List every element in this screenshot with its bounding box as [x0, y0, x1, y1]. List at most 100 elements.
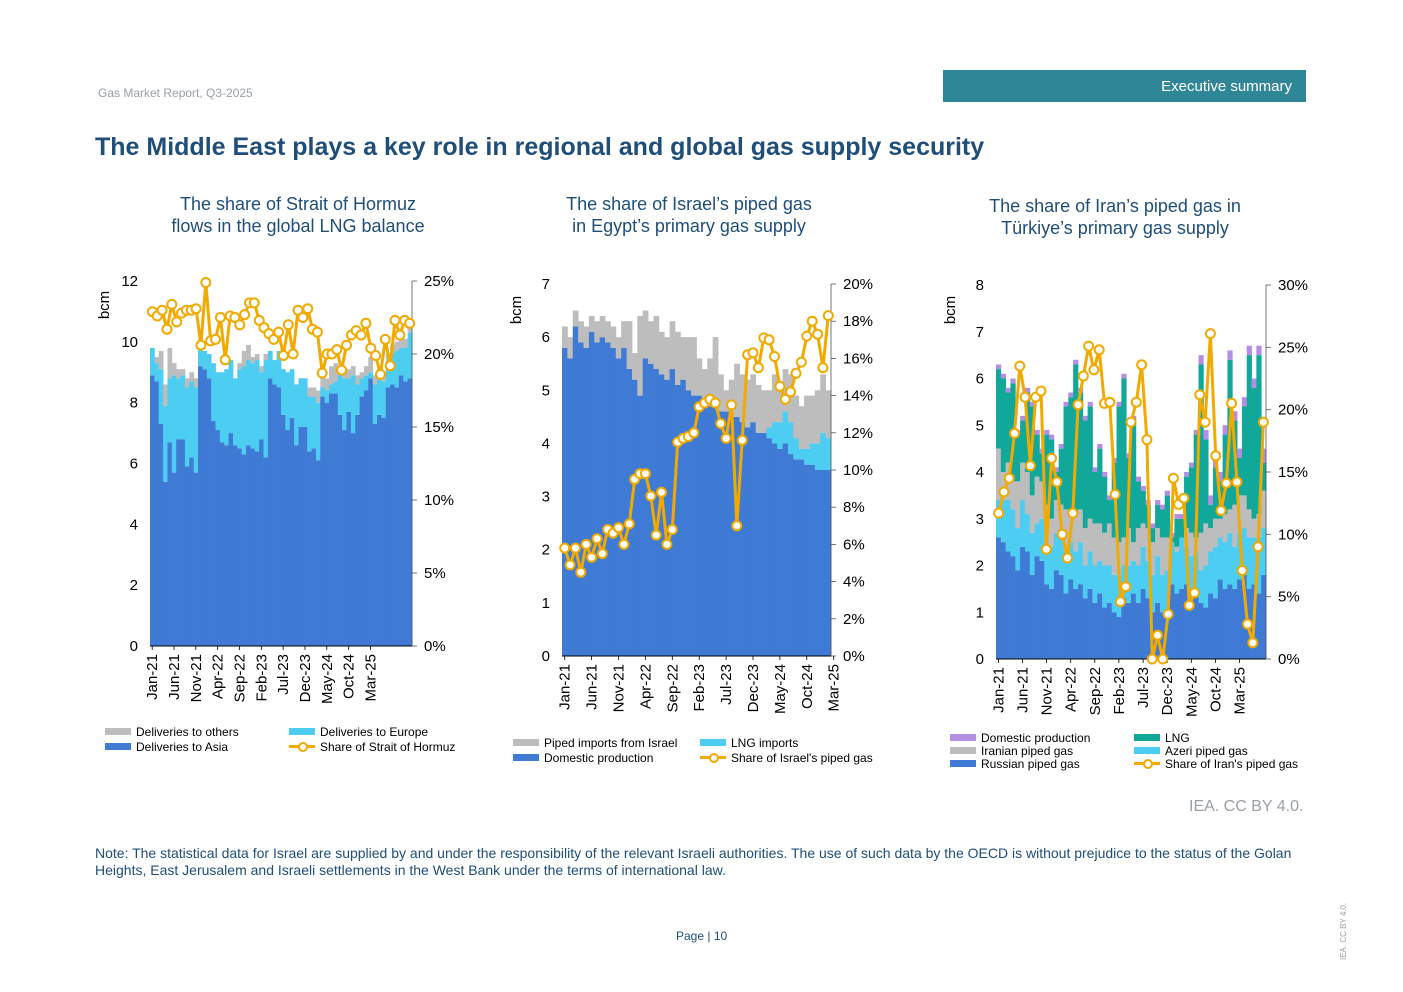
bar-segment [1111, 537, 1117, 575]
bar-segment [631, 353, 638, 380]
bar-segment [1015, 570, 1021, 659]
share-point [645, 490, 657, 502]
bar-segment [777, 390, 783, 423]
bar-segment [342, 430, 347, 646]
legend-line-swatch [289, 742, 315, 753]
section-banner: Executive summary [943, 70, 1306, 102]
bar-segment [359, 372, 365, 379]
share-point [1067, 507, 1079, 519]
bar-segment [333, 381, 339, 394]
share-point [1009, 427, 1020, 439]
bar-segment [355, 384, 360, 415]
x-tick-label: Apr-22 [210, 654, 227, 699]
bar-segment [1102, 565, 1108, 608]
bar-segment [1217, 537, 1224, 580]
bar-segment [669, 321, 676, 370]
bar-segment [648, 321, 654, 364]
bar-segment [1246, 345, 1252, 356]
bar-segment [1121, 373, 1127, 379]
x-tick-label: Apr-22 [1063, 667, 1080, 712]
share-point [618, 538, 630, 550]
chart2-title-line1: The share of Israel’s piped gas [566, 194, 812, 214]
y2-tick-label: 20% [1278, 402, 1308, 419]
bar-segment [202, 369, 208, 646]
bar-segment [158, 423, 164, 646]
bar-segment [594, 321, 601, 343]
bar-segment [750, 422, 757, 656]
share-point [360, 317, 372, 329]
legend-item: Domestic production [950, 732, 1090, 745]
bar-segment [1077, 392, 1084, 510]
bar-segment [381, 381, 387, 418]
y-tick-label: 12 [121, 273, 138, 290]
share-point [806, 315, 818, 327]
y-axis-title: bcm [96, 291, 113, 319]
bar-segment [167, 347, 173, 379]
share-point [1056, 528, 1068, 540]
share-point [715, 418, 727, 429]
share-point [1125, 416, 1137, 428]
bar-segment [610, 347, 617, 656]
y-tick-label: 2 [976, 558, 984, 575]
y-tick-label: 6 [542, 329, 550, 346]
x-tick-label: Oct-24 [341, 654, 358, 699]
bar-segment [755, 384, 762, 433]
share-point [219, 354, 231, 366]
bar-segment [1102, 472, 1108, 477]
bar-segment [696, 395, 703, 656]
bar-segment [804, 464, 810, 656]
bar-segment [1208, 504, 1214, 529]
bar-segment [377, 414, 382, 646]
legend-swatch [950, 747, 976, 755]
share-point [394, 329, 406, 341]
bar-segment [368, 357, 374, 373]
legend-label: Deliveries to Asia [136, 740, 229, 754]
bar-segment [1010, 556, 1016, 659]
bar-segment [588, 315, 595, 332]
bar-segment [562, 326, 568, 348]
bar-segment [1145, 598, 1151, 659]
bar-segment [1116, 616, 1122, 659]
bar-segment [621, 347, 627, 656]
bar-segment [311, 387, 317, 397]
bar-segment [1020, 462, 1026, 501]
y-tick-label: 6 [976, 371, 984, 388]
share-point [341, 339, 352, 351]
bar-segment [1256, 593, 1262, 659]
x-tick-label: Sep-22 [1087, 667, 1104, 715]
bar-segment [1116, 406, 1122, 543]
bar-segment [996, 448, 1002, 501]
bar-segment [1179, 518, 1185, 538]
y-tick-label: 8 [130, 395, 138, 412]
bar-segment [1097, 523, 1103, 561]
bar-segment [1000, 500, 1007, 543]
legend-swatch [513, 739, 539, 747]
bar-segment [1251, 537, 1257, 585]
bar-segment [1241, 574, 1248, 659]
bar-segment [1044, 584, 1050, 659]
bar-segment [1193, 588, 1199, 660]
credit-text: IEA. CC BY 4.0. [1189, 798, 1304, 815]
x-tick-label: Nov-21 [611, 664, 628, 712]
bar-segment [324, 378, 330, 391]
bar-segment [189, 372, 195, 382]
bar-segment [1184, 584, 1190, 659]
bar-segment [1155, 504, 1161, 529]
bar-segment [766, 390, 773, 428]
y-tick-label: 4 [976, 464, 984, 481]
x-tick-label: Dec-23 [1159, 667, 1176, 715]
bar-segment [820, 432, 827, 470]
share-point [1014, 360, 1026, 372]
x-tick-label: Mar-25 [1232, 667, 1249, 715]
page-label: Page [676, 929, 705, 943]
bar-segment [1164, 495, 1170, 538]
bar-segment [390, 384, 395, 646]
bar-segment [241, 366, 247, 455]
bar-segment [771, 422, 778, 444]
bar-segment [653, 369, 660, 656]
bar-segment [1082, 565, 1089, 599]
bar-segment [658, 331, 665, 375]
share-point [1088, 364, 1100, 376]
bar-segment [206, 354, 212, 379]
bar-segment [771, 374, 778, 423]
